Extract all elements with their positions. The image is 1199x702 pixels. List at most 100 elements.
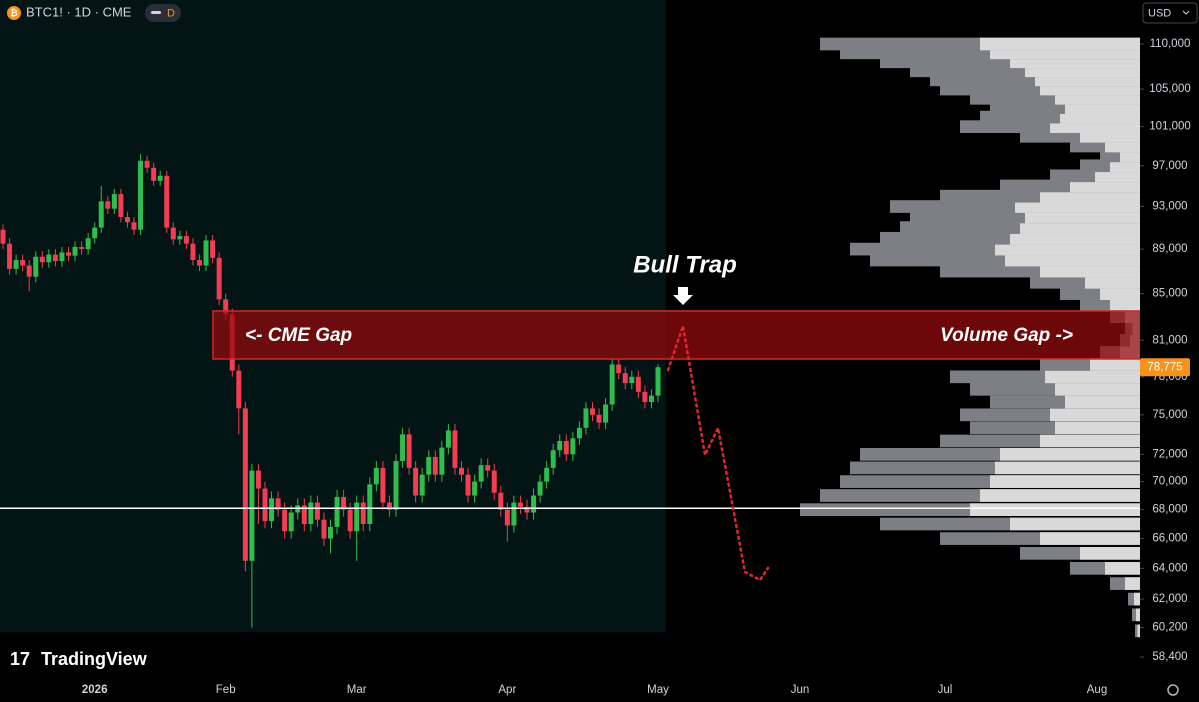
candle-body	[85, 238, 91, 250]
x-tick-label: Apr	[498, 684, 516, 696]
candle-body	[138, 160, 144, 230]
y-tick-label: 101,000	[1149, 121, 1191, 133]
candle-body	[223, 299, 229, 315]
volume-bar-inner	[1015, 200, 1140, 213]
candle-body	[550, 450, 556, 468]
candle-body	[603, 404, 609, 423]
y-tick-label: 89,000	[1152, 243, 1187, 255]
volume-bar-inner	[1055, 382, 1140, 396]
currency-caret	[1182, 10, 1190, 15]
candle-body	[308, 502, 314, 524]
candle-body	[531, 495, 537, 513]
volume-bar-inner	[1040, 532, 1140, 545]
candle-body	[275, 498, 281, 510]
candle-body	[92, 227, 98, 239]
candle-body	[262, 488, 268, 522]
candle-body	[465, 474, 471, 496]
candle-body	[491, 470, 497, 493]
candle-body	[393, 461, 399, 510]
candle-body	[478, 465, 484, 482]
y-tick-label: 81,000	[1152, 334, 1187, 346]
candle-body	[52, 254, 58, 262]
volume-bar-inner	[1040, 189, 1140, 203]
candle-body	[72, 246, 78, 256]
candle-body	[157, 175, 163, 181]
candle-body	[144, 160, 150, 168]
candle-body	[354, 502, 360, 532]
candle-body	[445, 430, 451, 448]
candle-body	[124, 217, 130, 223]
badge[interactable]	[145, 4, 181, 22]
volume-bar-inner	[1000, 447, 1140, 461]
candle-body	[616, 364, 622, 374]
candle-body	[59, 252, 65, 262]
candle-body	[439, 447, 445, 475]
volume-gap-label: Volume Gap ->	[940, 325, 1073, 346]
candle-body	[504, 509, 510, 526]
y-tick-label: 72,000	[1152, 448, 1187, 460]
candle-body	[563, 440, 569, 455]
candle-body	[105, 201, 111, 209]
y-tick-label: 70,000	[1152, 476, 1187, 488]
candle-body	[642, 391, 648, 402]
last-price-label: 78,775	[1147, 361, 1182, 373]
volume-bar-inner	[1055, 421, 1140, 435]
badge-label: D	[167, 7, 175, 19]
volume-bar-inner	[1080, 129, 1140, 143]
candle-body	[170, 227, 176, 240]
currency-select[interactable]	[1142, 2, 1198, 24]
x-tick-label: Mar	[347, 684, 367, 696]
candle-body	[66, 252, 71, 256]
candle-body	[33, 256, 39, 277]
gap-zone	[212, 310, 1141, 360]
volume-bar-inner	[990, 475, 1140, 488]
y-tick-label: 68,000	[1152, 504, 1187, 516]
volume-bar-inner	[1137, 624, 1140, 638]
candle-body	[216, 257, 222, 300]
volume-bar-inner	[1050, 120, 1140, 133]
volume-bar-inner	[1040, 264, 1140, 278]
badge-icon	[151, 11, 161, 14]
volume-bar-inner	[1095, 169, 1140, 183]
y-tick-label: 105,000	[1149, 83, 1191, 95]
volume-bar-inner	[1020, 221, 1140, 234]
candle-body	[576, 427, 582, 439]
settings-button[interactable]	[1167, 684, 1179, 696]
candle-body	[242, 408, 248, 561]
candle-body	[236, 370, 242, 409]
candle-body	[288, 512, 294, 532]
candle-body	[282, 509, 288, 532]
x-tick-label: Jun	[791, 684, 810, 696]
cme-gap-label: <- CME Gap	[245, 325, 352, 346]
candle-body	[46, 254, 52, 263]
y-tick-label: 110,000	[1150, 38, 1191, 50]
volume-bar-inner	[1100, 287, 1140, 300]
volume-bar-inner	[1050, 408, 1140, 422]
candle-body	[570, 438, 576, 455]
volume-bar-inner	[1025, 210, 1140, 224]
volume-bar-inner	[995, 242, 1140, 256]
last-price-tag	[1140, 358, 1190, 377]
candle-body	[380, 467, 386, 503]
candle-body	[419, 474, 425, 496]
candle-body	[177, 236, 183, 240]
candle-body	[544, 467, 550, 482]
y-tick-label: 75,000	[1152, 409, 1187, 421]
y-tick-label: 60,200	[1152, 622, 1187, 634]
volume-bar-inner	[1085, 275, 1140, 289]
volume-bar-inner	[1136, 608, 1140, 622]
candle-body	[498, 492, 504, 510]
volume-bar-inner	[1070, 179, 1140, 193]
volume-bar-inner	[980, 37, 1140, 51]
volume-bar-inner	[1005, 253, 1140, 267]
candle-body	[426, 457, 432, 475]
candle-body	[197, 260, 202, 266]
x-tick-label: Feb	[216, 684, 236, 696]
candle-body	[98, 201, 104, 228]
candle-body	[79, 246, 85, 250]
volume-bar-inner	[1105, 139, 1140, 153]
candle-body	[39, 256, 45, 263]
candle-body	[151, 167, 157, 181]
volume-bar-inner	[980, 489, 1140, 502]
